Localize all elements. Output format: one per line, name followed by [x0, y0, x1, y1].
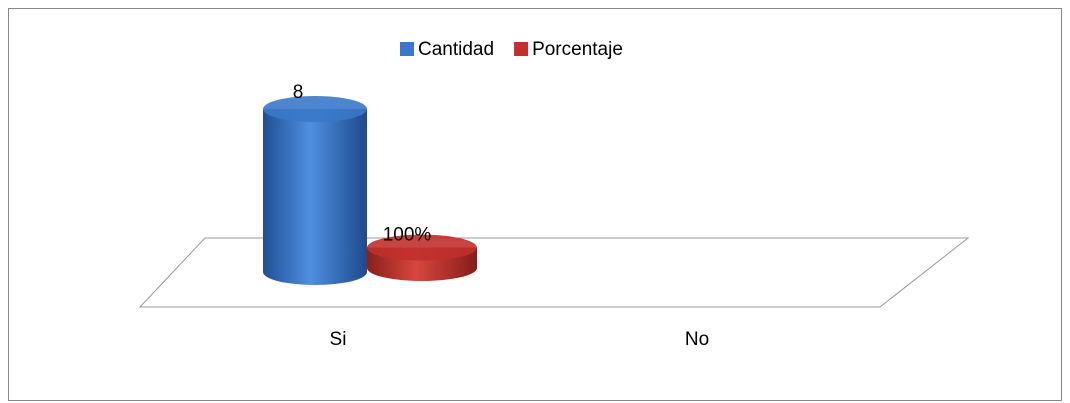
chart-frame [8, 8, 1062, 401]
cylinder [367, 234, 477, 281]
cylinder-top [367, 234, 477, 261]
data-label: 8 [293, 82, 304, 103]
cylinder-top [263, 96, 367, 122]
legend-swatch [400, 42, 414, 56]
x-tick-label: Si [330, 329, 347, 350]
legend-label: Cantidad [418, 39, 494, 60]
x-tick-label: No [685, 329, 709, 350]
cylinder [263, 96, 367, 285]
data-label: 100% [383, 225, 432, 246]
cylinder-body [263, 109, 367, 285]
legend-swatch [514, 42, 529, 56]
legend-label: Porcentaje [532, 39, 623, 60]
